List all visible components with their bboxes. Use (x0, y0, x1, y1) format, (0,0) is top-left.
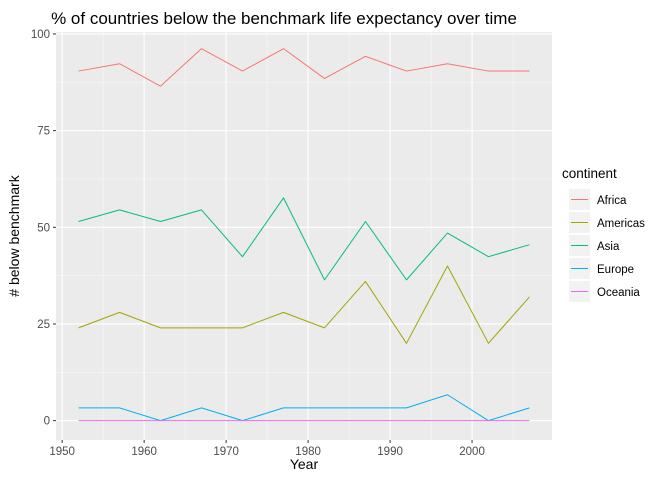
series-line-africa (78, 48, 530, 87)
legend-label: Asia (597, 241, 620, 253)
y-axis: 0 25 50 75 100 (31, 29, 56, 428)
legend-label: Americas (597, 218, 645, 230)
x-tick-label: 2000 (459, 446, 485, 458)
series-line-europe (78, 394, 530, 422)
x-tick-label: 1990 (377, 446, 403, 458)
series-line-americas (78, 265, 530, 344)
y-tick-label: 0 (44, 416, 50, 428)
legend-items: Africa Americas Asia Europe Oceania (569, 189, 645, 302)
x-tick-label: 1950 (49, 446, 75, 458)
legend: continent Africa Americas Asia Europe Oceani… (562, 166, 645, 302)
x-axis: 1950 1960 1970 1980 1990 2000 (49, 440, 485, 458)
x-tick-label: 1980 (295, 446, 321, 458)
legend-item-africa: Africa (569, 189, 627, 210)
legend-label: Oceania (597, 287, 640, 299)
legend-label: Africa (597, 195, 627, 207)
legend-item-europe: Europe (569, 258, 634, 279)
series-lines (78, 48, 530, 422)
grid-minor (56, 32, 552, 440)
x-tick-label: 1970 (213, 446, 239, 458)
y-tick-label: 25 (37, 319, 50, 331)
y-tick-label: 100 (31, 29, 50, 41)
x-axis-title: Year (290, 456, 319, 472)
legend-item-americas: Americas (569, 212, 645, 233)
legend-item-oceania: Oceania (569, 281, 640, 302)
series-line-asia (78, 197, 530, 281)
x-tick-label: 1960 (131, 446, 157, 458)
legend-label: Europe (597, 264, 634, 276)
y-axis-title: # below benchmark (6, 174, 22, 296)
y-tick-label: 50 (37, 222, 50, 234)
legend-title: continent (562, 166, 617, 181)
legend-item-asia: Asia (569, 235, 620, 256)
chart-title: % of countries below the benchmark life … (51, 9, 517, 28)
plot-panel (56, 32, 552, 440)
y-tick-label: 75 (37, 126, 50, 138)
